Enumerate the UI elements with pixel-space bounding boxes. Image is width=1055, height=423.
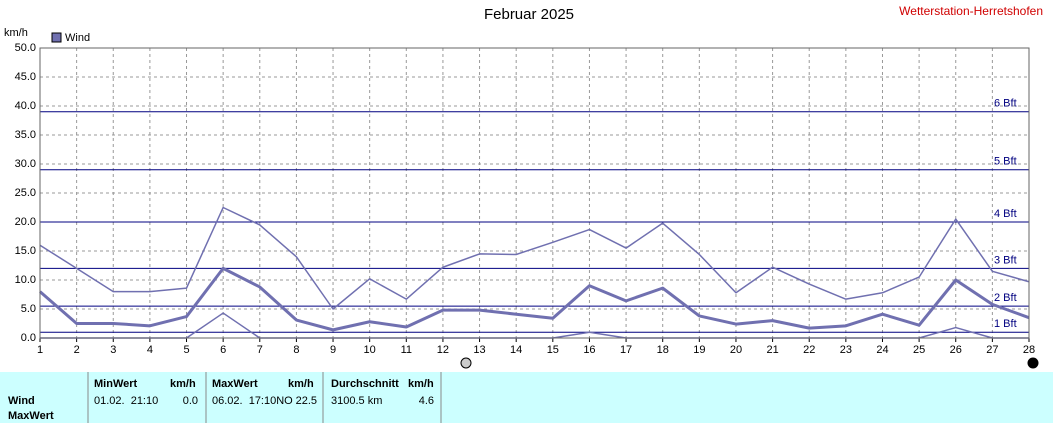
x-tick-label: 2 (74, 344, 80, 356)
y-tick-label: 25.0 (15, 187, 36, 199)
x-tick-label: 23 (840, 344, 852, 356)
x-tick-label: 18 (657, 344, 669, 356)
beaufort-label: 4 Bft (994, 208, 1017, 220)
summary-table (0, 372, 1053, 423)
table-lines (87, 372, 442, 423)
x-tick-label: 11 (401, 344, 412, 356)
beaufort-label: 3 Bft (994, 254, 1017, 266)
column-header: MaxWert (212, 378, 258, 390)
x-tick-label: 8 (293, 344, 299, 356)
beaufort-label: 2 Bft (994, 292, 1017, 304)
x-tick-label: 26 (950, 344, 962, 356)
column-unit: km/h (170, 378, 196, 390)
y-unit: km/h (4, 27, 28, 39)
x-tick-label: 9 (330, 344, 336, 356)
row-label: Wind (8, 395, 35, 407)
y-tick-label: 10.0 (15, 274, 36, 286)
plot-border (39, 47, 1030, 339)
y-tick-label: 15.0 (15, 245, 36, 257)
column-unit: km/h (288, 378, 314, 390)
column-header: MinWert (94, 378, 138, 390)
x-tick-label: 15 (547, 344, 559, 356)
x-tick-label: 21 (766, 344, 778, 356)
cell-text: 3100.5 km (331, 395, 382, 407)
x-tick-label: 12 (437, 344, 449, 356)
x-tick-label: 3 (110, 344, 116, 356)
x-tick-label: 28 (1023, 344, 1035, 356)
x-tick-label: 7 (257, 344, 263, 356)
x-tick-label: 1 (37, 344, 43, 356)
x-tick-label: 4 (147, 344, 153, 356)
station-name: Wetterstation-Herretshofen (899, 4, 1043, 18)
series-line (39, 266, 1030, 332)
cell-value: 4.6 (419, 395, 434, 407)
y-tick-label: 50.0 (15, 42, 36, 54)
beaufort-label: 5 Bft (994, 156, 1017, 168)
x-tick-label: 27 (986, 344, 998, 356)
x-tick-label: 24 (876, 344, 888, 356)
cell-text: 06.02. 17:10NO (212, 395, 293, 407)
y-tick-label: 5.0 (21, 303, 36, 315)
legend-swatch (51, 32, 62, 43)
marker (460, 357, 472, 369)
column-unit: km/h (408, 378, 434, 390)
chart-title: Februar 2025 (484, 6, 574, 23)
y-tick-label: 0.0 (21, 332, 36, 344)
y-tick-label: 40.0 (15, 100, 36, 112)
beaufort-label: 6 Bft (994, 98, 1017, 110)
cell-value: 22.5 (296, 395, 317, 407)
column-header: Durchschnitt (331, 378, 399, 390)
series-line (39, 206, 1030, 310)
row-label: MaxWert (8, 410, 54, 422)
x-tick-label: 16 (583, 344, 595, 356)
x-tick-label: 17 (620, 344, 632, 356)
beaufort-label: 1 Bft (994, 318, 1017, 330)
y-tick-label: 45.0 (15, 71, 36, 83)
cell-text: 01.02. 21:10 (94, 395, 158, 407)
marker (1027, 357, 1039, 369)
x-tick-label: 5 (183, 344, 189, 356)
x-tick-label: 20 (730, 344, 742, 356)
x-tick-label: 19 (693, 344, 705, 356)
x-tick-label: 22 (803, 344, 815, 356)
x-tick-label: 14 (510, 344, 522, 356)
x-tick-label: 13 (473, 344, 485, 356)
y-tick-label: 20.0 (15, 216, 36, 228)
cell-value: 0.0 (183, 395, 198, 407)
x-tick-label: 25 (913, 344, 925, 356)
x-tick-label: 10 (364, 344, 376, 356)
y-tick-label: 35.0 (15, 129, 36, 141)
y-tick-label: 30.0 (15, 158, 36, 170)
x-tick-label: 6 (220, 344, 226, 356)
legend-label: Wind (65, 32, 90, 44)
